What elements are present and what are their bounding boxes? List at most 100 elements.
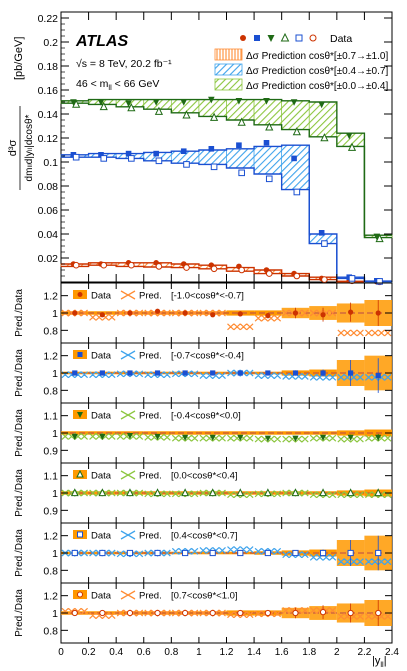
ratio-point-1-9 [320,370,326,376]
ratio-pred-5-9 [309,606,337,614]
ratio-panel-3: 0.9 1 1.1 Data Pred. [0.0<cosθ*<0.4] Pred./Dat… [14,462,393,524]
ratio-ylabel-1: Pred./Data [14,349,25,397]
main-point-3-11 [376,278,383,285]
main-point-5-0 [72,99,81,108]
ratio-ytick-label-2-2: 1.1 [43,411,58,423]
ratio-point-5-11 [375,609,382,617]
ratio-pred-1-2 [116,370,144,378]
main-ylabel: d³σ dmₗₗd|yₗₗ|dcosθ* [pb/GeV] [7,37,35,190]
band-4-bin-6 [226,99,255,121]
main-point-3-2 [128,155,135,162]
main-point-3-4 [183,161,190,168]
ratio-ylabel-2: Pred./Data [14,409,25,457]
x-tick-label-0: 0 [58,647,64,658]
main-ytick-label-4: 0.1 [43,157,58,169]
ratio-band-2-6 [226,431,255,435]
main-ytick-label-10: 0.22 [38,13,59,25]
ratio-pred-1-10 [337,373,364,381]
ratio-pred-5-7 [254,610,282,618]
ratio-legend-range-2: [-0.4<cosθ*<0.0] [171,411,241,422]
ratio-pred-2-6 [227,434,254,442]
x-tick-label-1: 0.2 [82,647,96,658]
ratio-legend-data-5: Data [91,591,112,602]
ratio-ytick-label-5-2: 1.2 [43,591,58,603]
band-4-bin-5 [198,99,227,117]
ratio-ytick-label-1-0: 0.8 [43,385,58,397]
band-2-bin-6 [226,148,255,169]
main-point-4-9 [318,101,325,109]
main-point-5-8 [292,127,301,136]
ratio-point-0-4 [182,310,188,316]
ratio-legend-pred-icon-4 [120,530,136,540]
ratio-point-2-3 [154,433,161,441]
legend-entry-1: Δσ Prediction cosθ*[±0.4→±0.7] [246,66,388,77]
ratio-pred-3-3 [144,490,171,498]
ratio-ylabel-0: Pred./Data [14,289,25,337]
ratio-point-0-1 [99,312,105,318]
ratio-pred-5-6 [227,611,254,619]
main-point-2-2 [125,150,132,157]
ratio-pred-2-0 [61,433,88,440]
ratio-point-0-9 [320,312,326,318]
ratio-pred-2-9 [309,434,337,442]
main-point-5-5 [209,112,219,121]
ratio-ytick-label-4-2: 1.2 [43,531,58,543]
ratio-legend-pred-icon-5 [120,590,136,600]
ratio-pred-4-5 [199,546,226,554]
ratio-panel-2: 0.9 1 1.1 Data Pred. [-0.4<cosθ*<0.0] Pred./Da… [14,402,393,464]
ratio-ytick-label-3-0: 0.9 [43,505,58,517]
ratio-ytick-label-0-1: 1 [52,308,58,320]
main-ytick-label-5: 0.12 [38,133,59,145]
main-point-3-8 [293,188,301,196]
main-ytick-label-1: 0.04 [38,229,59,241]
legend-marker-4 [295,34,303,42]
ratio-ytick-label-3-1: 1 [52,488,58,500]
ratio-point-5-3 [154,609,161,617]
main-point-1-1 [100,261,108,269]
band-2-bin-7 [253,146,283,175]
main-point-5-3 [154,106,164,115]
ratio-pred-1-0 [61,371,88,379]
ratio-ytick-label-1-1: 1 [52,368,58,380]
ratio-legend-data-1: Data [91,351,112,362]
ratio-point-5-1 [99,609,106,617]
main-point-3-7 [265,175,273,183]
ratio-point-3-7 [263,488,272,497]
ratio-point-4-0 [71,549,78,557]
main-ylabel-denominator: dmₗₗd|yₗₗ|dcosθ* [24,114,35,181]
ratio-ytick-label-4-1: 1 [52,548,58,560]
main-point-2-3 [153,150,159,157]
main-point-2-7 [263,140,270,146]
ratio-pred-2-7 [254,435,282,443]
ratio-legend-data-4: Data [91,531,112,542]
ratio-point-0-3 [154,308,161,314]
ratio-legend-pred-icon-0 [120,290,136,300]
legend-marker-0 [240,35,246,41]
ratio-point-3-9 [319,488,327,497]
main-point-4-10 [345,132,353,140]
main-point-3-6 [238,169,245,177]
ratio-pred-5-3 [144,609,171,617]
ratio-pred-5-10 [337,613,364,620]
main-point-4-3 [152,99,160,106]
main-point-1-6 [238,266,245,274]
x-tick-label-2: 0.4 [109,647,123,658]
ratio-point-2-9 [319,434,327,441]
main-point-3-9 [321,240,328,247]
legend-marker-5 [309,34,317,42]
main-point-5-1 [99,101,108,111]
ratio-pred-3-2 [116,489,144,497]
ratio-pred-5-0 [61,607,88,615]
ratio-pred-5-5 [199,609,226,617]
main-point-5-4 [182,110,191,119]
ratio-legend-data-0: Data [91,291,112,302]
main-ytick-label-7: 0.16 [38,85,59,97]
ratio-pred-0-3 [144,309,171,317]
ratio-point-4-3 [154,549,161,557]
main-ytick-label-3: 0.08 [38,181,59,193]
ratio-pred-1-3 [144,371,171,379]
ratio-legend-marker-4 [77,531,83,538]
ratio-point-5-5 [209,609,216,617]
band-4-bin-8 [281,100,310,130]
